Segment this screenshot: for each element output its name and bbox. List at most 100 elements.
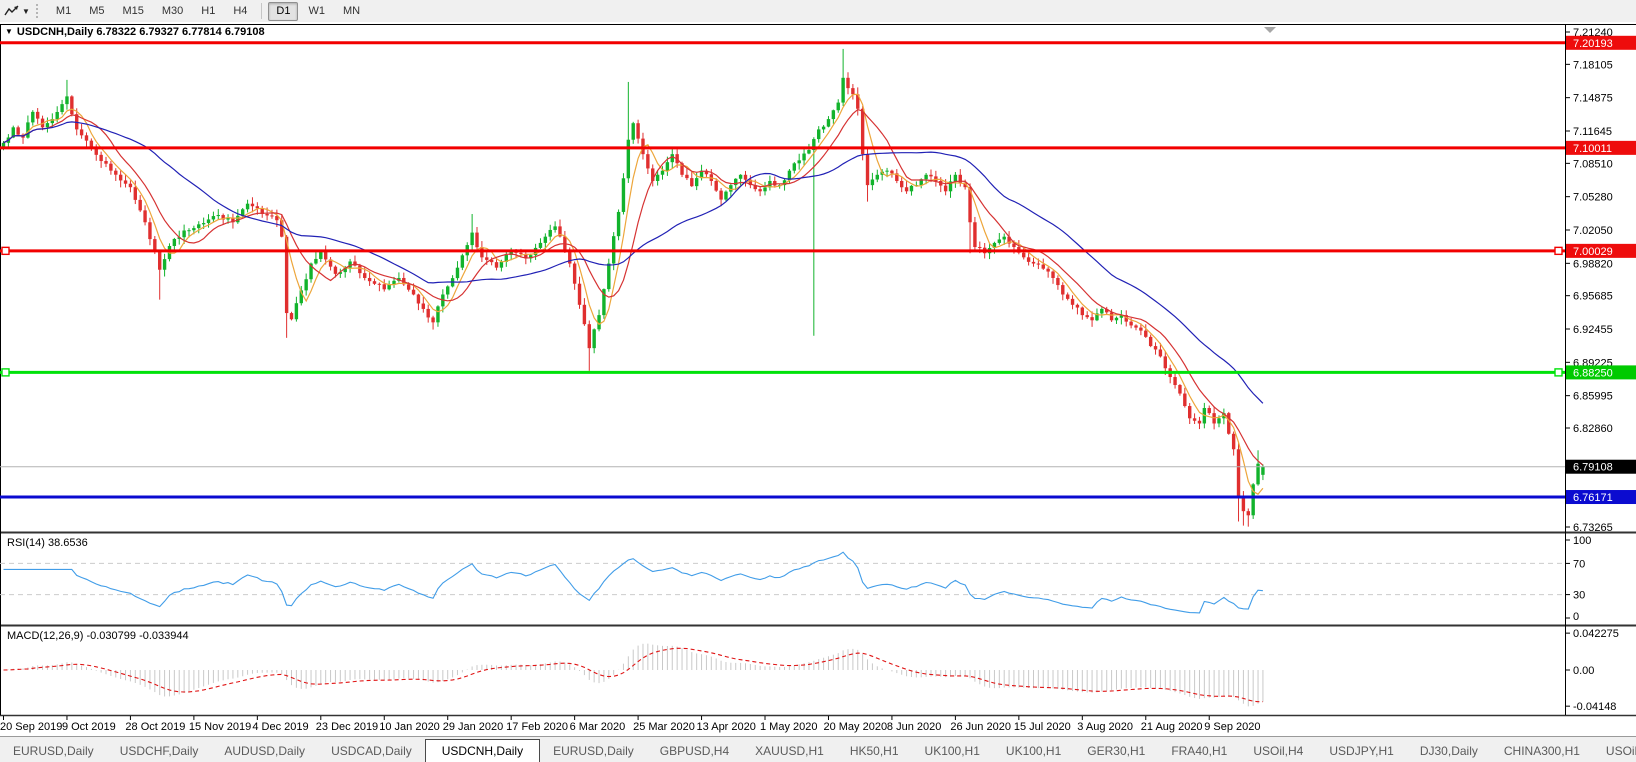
chart-tab-hk50-h1[interactable]: HK50,H1: [849, 744, 899, 758]
time-axis-label: 23 Dec 2019: [316, 721, 378, 733]
rsi-tick-label: 100: [1573, 535, 1591, 547]
rsi-panel: 100 70 30 0: [0, 535, 1591, 623]
price-label-box: [1566, 140, 1636, 155]
price-label-box: [1566, 490, 1636, 505]
price-tick-label: 6.73265: [1573, 522, 1613, 534]
timeframe-button-m5[interactable]: M5: [89, 4, 105, 17]
price-label-box: [1566, 365, 1636, 380]
time-axis-label: 13 Apr 2020: [697, 721, 756, 733]
time-axis-label: 9 Oct 2019: [62, 721, 116, 733]
time-axis-label: 6 Mar 2020: [570, 721, 626, 733]
time-axis-label: 20 Sep 2019: [0, 721, 62, 733]
chart-tab-usdcnh-daily[interactable]: USDCNH,Daily: [424, 739, 541, 762]
time-axis-label: 15 Nov 2019: [189, 721, 251, 733]
chart-title-text: USDCNH,Daily 6.78322 6.79327 6.77814 6.7…: [16, 26, 265, 38]
chart-tab-uk100-h1[interactable]: UK100,H1: [924, 744, 980, 758]
timeframe-button-mn[interactable]: MN: [342, 4, 361, 17]
chart-canvas[interactable]: 7.212407.181057.148757.116457.085107.052…: [0, 0, 1636, 736]
rsi-tick-label: 30: [1573, 590, 1585, 602]
chart-tab-uk100-h1[interactable]: UK100,H1: [1005, 744, 1062, 758]
price-tick-label: 6.95685: [1573, 291, 1613, 303]
macd-tick-label: -0.04148: [1573, 701, 1616, 713]
chart-tool-icon[interactable]: [3, 3, 21, 19]
timeframe-button-w1[interactable]: W1: [308, 4, 325, 17]
price-tick-label: 7.18105: [1573, 59, 1613, 71]
macd-signal-line: [3, 647, 1263, 703]
price-label-text: 6.76171: [1573, 492, 1613, 504]
chart-tab-eurusd-daily[interactable]: EURUSD,Daily: [13, 744, 94, 758]
chart-tab-eurusd-daily[interactable]: EURUSD,Daily: [553, 744, 634, 758]
price-tick-label: 6.85995: [1573, 391, 1613, 403]
chart-tab-usoil-h1[interactable]: USOil,H1: [1605, 744, 1636, 758]
price-label-text: 7.10011: [1573, 143, 1612, 155]
price-label-box: [1566, 35, 1636, 50]
chart-tab-dj30-daily[interactable]: DJ30,Daily: [1419, 744, 1478, 758]
price-label-box: [1566, 459, 1636, 474]
chart-shift-marker-icon[interactable]: [1264, 27, 1276, 33]
price-tick-label: 7.05280: [1573, 192, 1613, 204]
price-tick-label: 6.92455: [1573, 324, 1613, 336]
timeframe-button-h1[interactable]: H1: [201, 4, 216, 17]
time-axis-label: 1 May 2020: [760, 721, 817, 733]
chart-tab-fra40-h1[interactable]: FRA40,H1: [1171, 744, 1228, 758]
timeframe-button-m15[interactable]: M15: [122, 4, 144, 17]
chart-tab-usdjpy-h1[interactable]: USDJPY,H1: [1329, 744, 1394, 758]
timeframe-button-m1[interactable]: M1: [55, 4, 72, 17]
time-axis-label: 15 Jul 2020: [1014, 721, 1071, 733]
time-axis-label: 26 Jun 2020: [950, 721, 1011, 733]
time-axis-label: 10 Jan 2020: [379, 721, 440, 733]
chart-tab-audusd-daily[interactable]: AUDUSD,Daily: [224, 744, 306, 758]
toolbar-grip-handle[interactable]: [35, 4, 41, 18]
toolbar-separator: [261, 3, 263, 19]
hline-7.00029[interactable]: [0, 246, 1565, 256]
timeframe-button-h4[interactable]: H4: [233, 4, 248, 17]
candlestick-series: [1, 48, 1265, 527]
rsi-indicator-label: RSI(14) 38.6536: [7, 537, 88, 549]
time-axis-label: 9 Sep 2020: [1204, 721, 1260, 733]
price-tick-label: 6.82860: [1573, 423, 1613, 435]
rsi-tick-label: 70: [1573, 558, 1585, 570]
ma-slow-line: [3, 121, 1264, 404]
time-axis-label: 25 Mar 2020: [633, 721, 695, 733]
chart-tab-gbpusd-h4[interactable]: GBPUSD,H4: [659, 744, 730, 758]
chevron-down-icon[interactable]: ▼: [22, 6, 30, 16]
price-tick-label: 7.08510: [1573, 158, 1613, 170]
timeframe-button-d1[interactable]: D1: [268, 1, 299, 21]
chart-tab-usdcad-daily[interactable]: USDCAD,Daily: [331, 744, 412, 758]
price-label-text: 6.88250: [1573, 367, 1613, 379]
time-axis-label: 4 Dec 2019: [252, 721, 308, 733]
chart-tab-ger30-h1[interactable]: GER30,H1: [1087, 744, 1146, 758]
ma-fast-line: [3, 93, 1264, 495]
time-axis-label: 8 Jun 2020: [887, 721, 941, 733]
price-label-text: 7.00029: [1573, 246, 1613, 258]
macd-indicator-label: MACD(12,26,9) -0.030799 -0.033944: [7, 630, 189, 642]
price-tick-label: 7.11645: [1573, 126, 1612, 138]
price-tick-label: 7.14875: [1573, 93, 1613, 105]
oneclick-collapse-icon[interactable]: ▼: [5, 27, 13, 36]
ma-medium-line: [3, 108, 1264, 466]
price-tick-label: 7.02050: [1573, 225, 1613, 237]
timeframe-button-m30[interactable]: M30: [161, 4, 184, 17]
time-axis-label: 21 Aug 2020: [1141, 721, 1203, 733]
rsi-tick-label: 0: [1573, 611, 1579, 623]
price-axis[interactable]: 7.212407.181057.148757.116457.085107.052…: [1565, 27, 1636, 534]
time-axis-label: 3 Aug 2020: [1077, 721, 1133, 733]
price-label-text: 6.79108: [1573, 462, 1613, 474]
time-axis-label: 20 May 2020: [823, 721, 887, 733]
chart-tab-xauusd-h1[interactable]: XAUUSD,H1: [755, 744, 824, 758]
rsi-line: [3, 551, 1263, 614]
macd-tick-label: 0.00: [1573, 665, 1594, 677]
time-axis[interactable]: 20 Sep 2019 9 Oct 2019 28 Oct 2019 15 Nov 2…: [0, 716, 1261, 733]
price-label-box: [1566, 243, 1636, 258]
time-axis-label: 28 Oct 2019: [125, 721, 185, 733]
chart-tab-usoil-h4[interactable]: USOil,H4: [1253, 744, 1304, 758]
timeframe-toolbar: ▼ M1 M5 M15 M30 H1 H4 D1 W1 MN: [0, 0, 1636, 22]
price-label-text: 7.20193: [1573, 38, 1613, 50]
hline-6.8825[interactable]: [0, 368, 1565, 377]
panel-frame: [0, 24, 1636, 717]
chart-tab-china300-h1[interactable]: CHINA300,H1: [1503, 744, 1580, 758]
chart-tab-usdchf-daily[interactable]: USDCHF,Daily: [119, 744, 199, 758]
chart-tab-bar: EURUSD,Daily USDCHF,Daily AUDUSD,Daily USDC…: [0, 736, 1636, 762]
time-axis-label: 17 Feb 2020: [506, 721, 568, 733]
